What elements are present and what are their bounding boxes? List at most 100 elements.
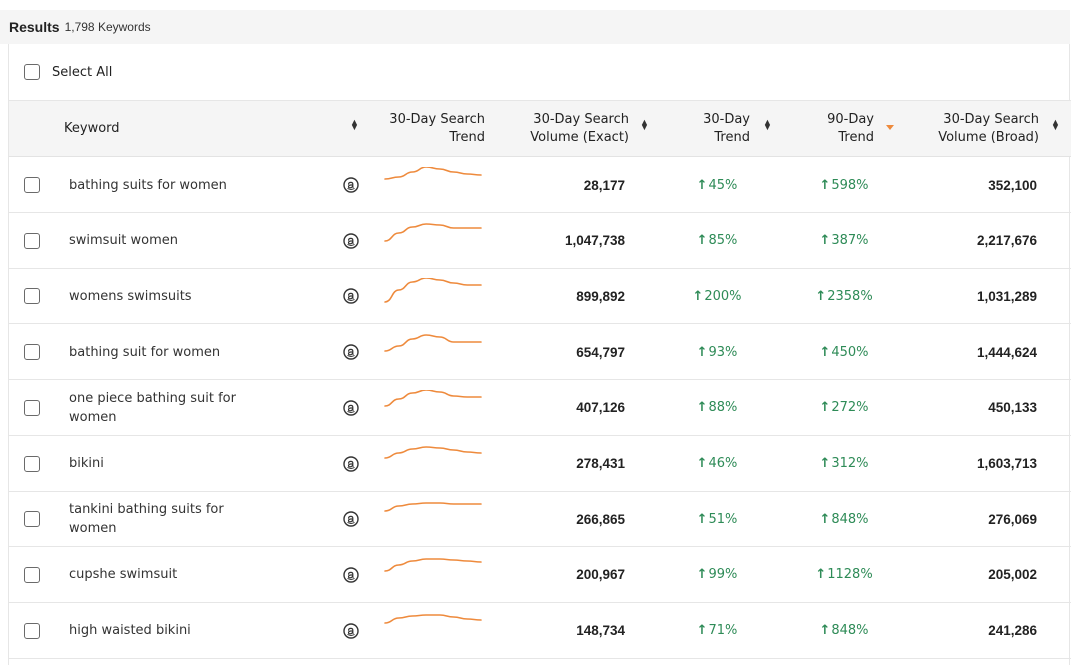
trend-30-cell: ↑ 99% xyxy=(677,547,757,603)
trend-30-cell: ↑ 51% xyxy=(677,491,757,547)
sort-volume-exact-icon[interactable]: ▲ ▼ xyxy=(640,117,649,132)
trend-30-cell-value: 46% xyxy=(708,456,738,471)
col-volume-exact-line1: 30-Day Search xyxy=(533,112,629,127)
table-row[interactable]: swimsuit women 1,047,738 ↑ 85% ↑ 387% 2,217,67… xyxy=(9,213,1071,269)
row-checkbox[interactable] xyxy=(24,566,40,583)
col-30-day-trend-line1: 30-Day xyxy=(703,112,750,127)
table-row[interactable]: high waisted bikini 148,734 ↑ 71% ↑ 848% 241,2… xyxy=(9,603,1071,659)
keyword-cell[interactable]: womens swimsuits xyxy=(69,288,192,304)
table-row[interactable]: bathing suits for women 28,177 ↑ 45% ↑ 598% 35… xyxy=(9,157,1071,213)
amazon-icon[interactable] xyxy=(343,455,359,472)
amazon-icon[interactable] xyxy=(343,567,359,583)
search-trend-sparkline xyxy=(384,278,482,304)
arrow-up-icon: ↑ xyxy=(696,400,708,416)
col-90-day-trend-line1: 90-Day xyxy=(827,112,874,127)
arrow-up-icon: ↑ xyxy=(696,233,708,249)
keyword-cell[interactable]: high waisted bikini xyxy=(69,623,191,639)
arrow-up-icon: ↑ xyxy=(815,567,827,583)
sparkline-path xyxy=(384,502,482,512)
trend-30-cell-value: 85% xyxy=(708,233,738,249)
trend-90-cell-value: 848% xyxy=(831,511,869,527)
keyword-cell[interactable]: bathing suit for women xyxy=(69,344,221,360)
trend-30-cell-value: 88% xyxy=(708,400,738,416)
keyword-cell[interactable]: cupshe swimsuit xyxy=(69,567,178,583)
keyword-cell[interactable]: swimsuit women xyxy=(69,233,179,249)
sparkline-path xyxy=(384,222,482,242)
table-row[interactable]: tankini bathing suits for women 266,865 ↑ 5… xyxy=(9,491,1071,548)
sort-volume-broad-icon[interactable]: ▲ ▼ xyxy=(1051,117,1060,132)
select-all-label[interactable]: Select All xyxy=(52,64,113,80)
sort-keyword-icon[interactable]: ▲ ▼ xyxy=(350,117,359,132)
col-search-trend-line1: 30-Day Search xyxy=(389,112,485,127)
keyword-cell[interactable]: bathing suits for women xyxy=(69,177,227,193)
volume-exact-cell: 200,967 xyxy=(576,567,625,583)
col-volume-exact[interactable]: 30-Day Search Volume (Exact) xyxy=(514,111,629,147)
trend-30-cell: ↑ 71% xyxy=(677,603,757,659)
table-row[interactable]: bikini 278,431 ↑ 46% ↑ 312% 1,603,713 xyxy=(9,436,1071,492)
row-checkbox[interactable] xyxy=(24,177,40,193)
trend-30-cell: ↑ 85% xyxy=(677,213,757,269)
table-row[interactable]: womens swimsuits 899,892 ↑ 200% ↑ 2358% 1,031,… xyxy=(9,268,1071,325)
trend-30-cell-value: 200% xyxy=(704,288,742,304)
trend-30-cell: ↑ 45% xyxy=(677,157,757,213)
trend-30-cell-value: 99% xyxy=(708,567,738,583)
trend-90-cell-value: 2358% xyxy=(827,288,873,304)
select-all-checkbox[interactable] xyxy=(24,64,40,80)
table-row[interactable]: bathing suit for women 654,797 ↑ 93% ↑ 450% 1,… xyxy=(9,324,1071,381)
search-trend-sparkline xyxy=(384,502,482,512)
keyword-cell[interactable]: one piece bathing suit for women xyxy=(69,390,236,425)
trend-90-cell-value: 848% xyxy=(831,623,869,639)
results-header: Results 1,798 Keywords xyxy=(0,10,1070,44)
keyword-cell[interactable]: bikini xyxy=(69,456,104,471)
row-checkbox[interactable] xyxy=(24,399,40,416)
col-volume-exact-line2: Volume (Exact) xyxy=(530,130,629,145)
row-checkbox[interactable] xyxy=(24,455,40,472)
amazon-icon[interactable] xyxy=(343,622,359,639)
trend-90-cell-value: 450% xyxy=(831,344,869,360)
amazon-icon[interactable] xyxy=(343,177,359,193)
trend-30-cell-value: 45% xyxy=(708,177,738,193)
volume-exact-cell: 278,431 xyxy=(576,456,625,471)
table-row[interactable]: one piece bathing suit for women 407,126 ↑… xyxy=(9,380,1071,436)
trend-30-cell: ↑ 200% xyxy=(677,268,757,324)
col-volume-broad-line2: Volume (Broad) xyxy=(938,130,1039,145)
trend-30-cell: ↑ 88% xyxy=(677,380,757,436)
volume-exact-cell: 28,177 xyxy=(583,177,625,193)
trend-30-cell-value: 71% xyxy=(708,623,738,639)
select-all-row: Select All xyxy=(9,44,1071,101)
table-row[interactable]: cupshe swimsuit 200,967 ↑ 99% ↑ 1128% 205,002 xyxy=(9,547,1071,603)
sparkline-path xyxy=(384,389,482,407)
keyword-cell[interactable]: tankini bathing suits for women xyxy=(69,502,224,537)
trend-90-cell: ↑ 450% xyxy=(799,324,889,380)
amazon-icon[interactable] xyxy=(343,344,359,360)
sparkline-path xyxy=(384,613,482,624)
sort-90-day-trend-active-icon[interactable] xyxy=(886,125,894,130)
col-90-day-trend[interactable]: 90-Day Trend xyxy=(799,111,874,147)
trend-90-cell-value: 312% xyxy=(831,456,869,471)
row-checkbox[interactable] xyxy=(24,511,40,528)
row-checkbox[interactable] xyxy=(24,622,40,639)
amazon-icon[interactable] xyxy=(343,400,359,416)
col-volume-broad[interactable]: 30-Day Search Volume (Broad) xyxy=(919,111,1039,147)
trend-30-cell-value: 93% xyxy=(708,344,738,360)
arrow-up-icon: ↑ xyxy=(696,344,708,360)
amazon-icon[interactable] xyxy=(343,511,359,527)
row-checkbox[interactable] xyxy=(24,288,40,305)
amazon-icon[interactable] xyxy=(343,232,359,249)
row-checkbox[interactable] xyxy=(24,232,40,249)
volume-exact-cell: 407,126 xyxy=(576,400,625,416)
volume-exact-cell: 148,734 xyxy=(576,623,625,639)
col-search-trend[interactable]: 30-Day Search Trend xyxy=(379,111,485,147)
sort-30-day-trend-icon[interactable]: ▲ ▼ xyxy=(763,117,772,132)
amazon-icon[interactable] xyxy=(343,288,359,305)
arrow-up-icon: ↑ xyxy=(696,511,708,527)
search-trend-sparkline xyxy=(384,445,482,459)
arrow-up-icon: ↑ xyxy=(819,511,831,527)
col-keyword[interactable]: Keyword xyxy=(64,121,120,136)
col-30-day-trend[interactable]: 30-Day Trend xyxy=(674,111,750,147)
search-trend-sparkline xyxy=(384,613,482,624)
volume-broad-cell: 205,002 xyxy=(988,567,1037,583)
row-checkbox[interactable] xyxy=(24,344,40,361)
trend-90-cell: ↑ 312% xyxy=(799,436,889,492)
volume-broad-cell: 241,286 xyxy=(988,623,1037,639)
